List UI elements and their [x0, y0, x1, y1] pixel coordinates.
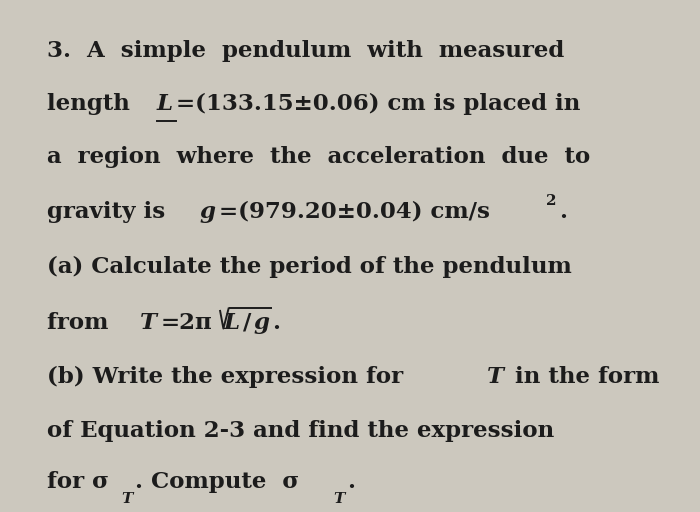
Text: /: / — [243, 311, 251, 333]
Text: 2: 2 — [546, 194, 556, 208]
Text: (b) Write the expression for: (b) Write the expression for — [47, 366, 411, 389]
Text: g: g — [199, 201, 216, 223]
Text: of Equation 2-3 and find the expression: of Equation 2-3 and find the expression — [47, 420, 554, 442]
Text: .: . — [347, 471, 356, 493]
Text: =(133.15±0.06) cm is placed in: =(133.15±0.06) cm is placed in — [176, 93, 580, 115]
Text: (a) Calculate the period of the pendulum: (a) Calculate the period of the pendulum — [47, 256, 571, 278]
Text: for σ: for σ — [47, 471, 108, 493]
Text: =2π: =2π — [161, 311, 213, 333]
Text: gravity is: gravity is — [47, 201, 173, 223]
Text: . Compute  σ: . Compute σ — [135, 471, 300, 493]
Text: T: T — [122, 492, 133, 506]
Text: length: length — [47, 93, 138, 115]
Text: g: g — [253, 311, 269, 333]
Text: 3.  A  simple  pendulum  with  measured: 3. A simple pendulum with measured — [47, 40, 564, 62]
Text: a  region  where  the  acceleration  due  to: a region where the acceleration due to — [47, 146, 590, 168]
Text: from: from — [47, 311, 124, 333]
Text: .: . — [272, 311, 280, 333]
Text: in the form: in the form — [508, 367, 660, 389]
Text: =(979.20±0.04) cm/s: =(979.20±0.04) cm/s — [218, 201, 490, 223]
Text: .: . — [559, 201, 567, 223]
Text: L: L — [157, 93, 173, 115]
Text: L: L — [223, 311, 239, 333]
Text: T: T — [487, 367, 504, 389]
Text: T: T — [334, 492, 345, 506]
Text: T: T — [140, 311, 158, 333]
